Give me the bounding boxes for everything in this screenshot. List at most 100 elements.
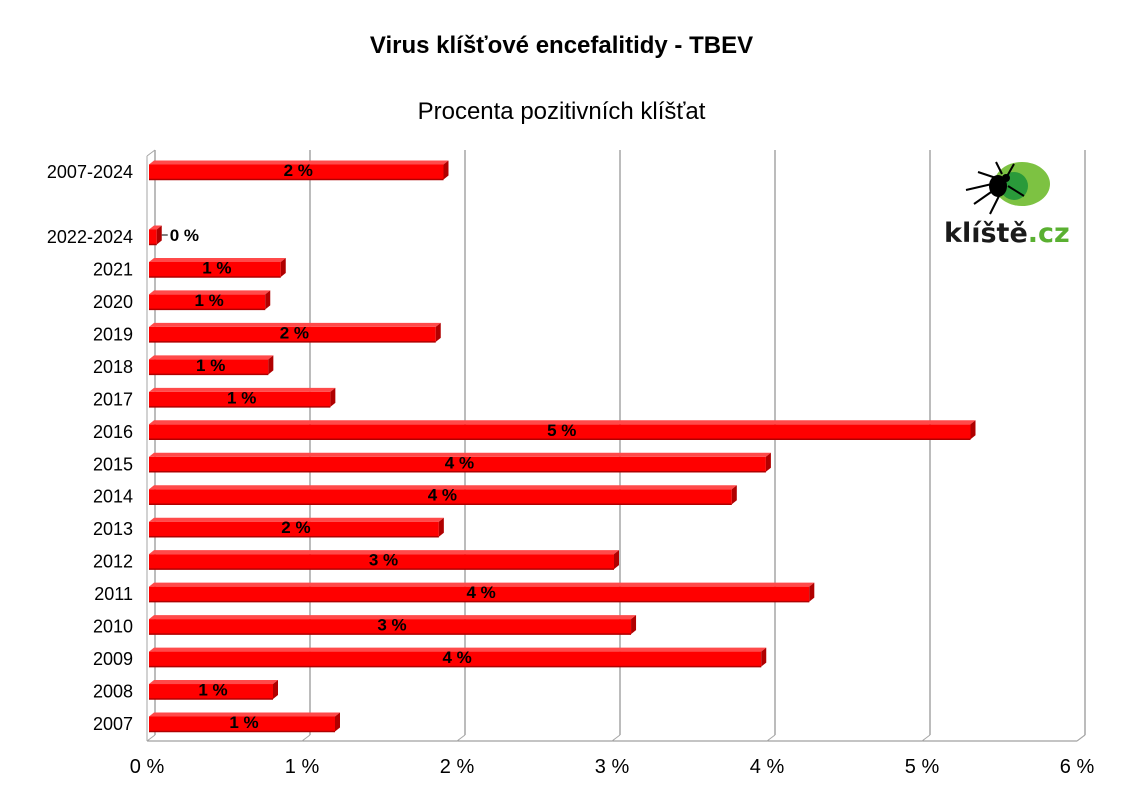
bar-face [149,684,273,700]
bar [149,680,278,700]
data-label: 1 % [227,388,256,407]
axis-wall-top [146,149,156,157]
bar [149,712,340,733]
x-tick-label: 1 % [285,756,320,778]
data-label: 0 % [170,226,199,245]
bar [149,485,737,505]
bar-face [149,326,436,342]
bar-top [149,712,340,717]
bar-top [149,160,449,165]
bar-end [438,517,444,537]
bar-end [268,355,274,375]
bar-top [149,355,274,360]
bar-face [149,294,266,310]
bar-top [149,420,976,425]
bar-face [149,391,331,407]
x-tick-label: 5 % [905,756,940,778]
bar-face [149,456,766,472]
data-label: 1 % [196,356,225,375]
data-labels: 2 %0 %1 %1 %2 %1 %1 %5 %4 %4 %2 %3 %4 %3… [161,161,576,732]
gridline-floor [301,734,311,742]
y-tick-label: 2015 [93,454,133,474]
bar-top [149,290,271,295]
y-axis-labels: 2007-2024 2022-2024 2021 2020 2019 2018 2017 20… [47,162,133,734]
chart-bars [149,160,976,733]
bar-end [156,225,162,245]
data-label: 1 % [202,258,231,277]
y-tick-label: 2016 [93,422,133,442]
bar [149,355,274,376]
bar-end [761,647,767,667]
bar-end [631,615,637,635]
y-tick-label: 2021 [93,259,133,279]
data-label: 4 % [467,583,496,602]
y-tick-label: 2017 [93,389,133,409]
y-tick-label: 2020 [93,292,133,312]
bar [149,290,271,311]
data-label: 3 % [369,551,398,570]
bar-top [149,647,767,652]
bar-face [149,586,810,602]
bar-face [149,619,632,635]
bar-end [280,257,286,277]
gridline-floor [146,734,156,742]
logo-text: klíště.cz [944,218,1070,249]
bar [149,160,449,181]
bar [149,582,815,603]
bar-end [265,290,271,310]
bar [149,550,619,570]
bar-top [149,225,162,230]
bar-top [149,257,286,262]
bar-top [149,517,444,522]
bar-face [149,489,732,505]
bar [149,615,637,635]
y-tick-label: 2011 [94,584,133,604]
bar-end [765,452,771,472]
x-axis-labels: 0 % 1 % 2 % 3 % 4 % 5 % 6 % [130,756,1095,778]
bar-face [149,164,444,180]
data-label: 2 % [281,518,310,537]
chart-grid [146,149,1086,742]
y-tick-label: 2012 [93,552,133,572]
bar-face [149,651,762,667]
bar-top [149,582,815,587]
bar-end [970,420,976,440]
bar-top [149,322,441,327]
data-label: 1 % [198,681,227,700]
bar-end [443,160,449,180]
bar [149,387,336,408]
y-tick-label: 2018 [93,357,133,377]
bar-top [149,550,619,555]
data-label: 4 % [442,648,471,667]
y-tick-label: 2008 [93,682,133,702]
bar-end [330,387,336,407]
data-label: 1 % [194,291,223,310]
y-tick-label: 2010 [93,617,133,637]
bar-end [614,550,619,570]
data-label: 2 % [284,161,313,180]
gridline-floor [766,734,776,742]
x-tick-label: 3 % [595,756,630,778]
data-label: 5 % [547,421,576,440]
bar [149,452,771,473]
y-tick-label: 2022-2024 [47,227,133,247]
tick-icon [965,161,1050,215]
x-tick-label: 0 % [130,756,165,778]
y-tick-label: 2009 [93,649,133,669]
bar-top [149,452,771,457]
bar-face [149,424,971,440]
bar [149,322,441,343]
bar [149,257,286,278]
bar-face [149,716,335,732]
data-label: 2 % [280,323,309,342]
bar-top [149,485,737,490]
gridline-floor [611,734,621,742]
bar-face [149,359,269,375]
y-tick-label: 2007-2024 [47,162,133,182]
bar-top [149,387,336,392]
bar [149,420,976,441]
bar-top [149,680,278,685]
bar-face [149,554,614,570]
data-label: 3 % [377,616,406,635]
